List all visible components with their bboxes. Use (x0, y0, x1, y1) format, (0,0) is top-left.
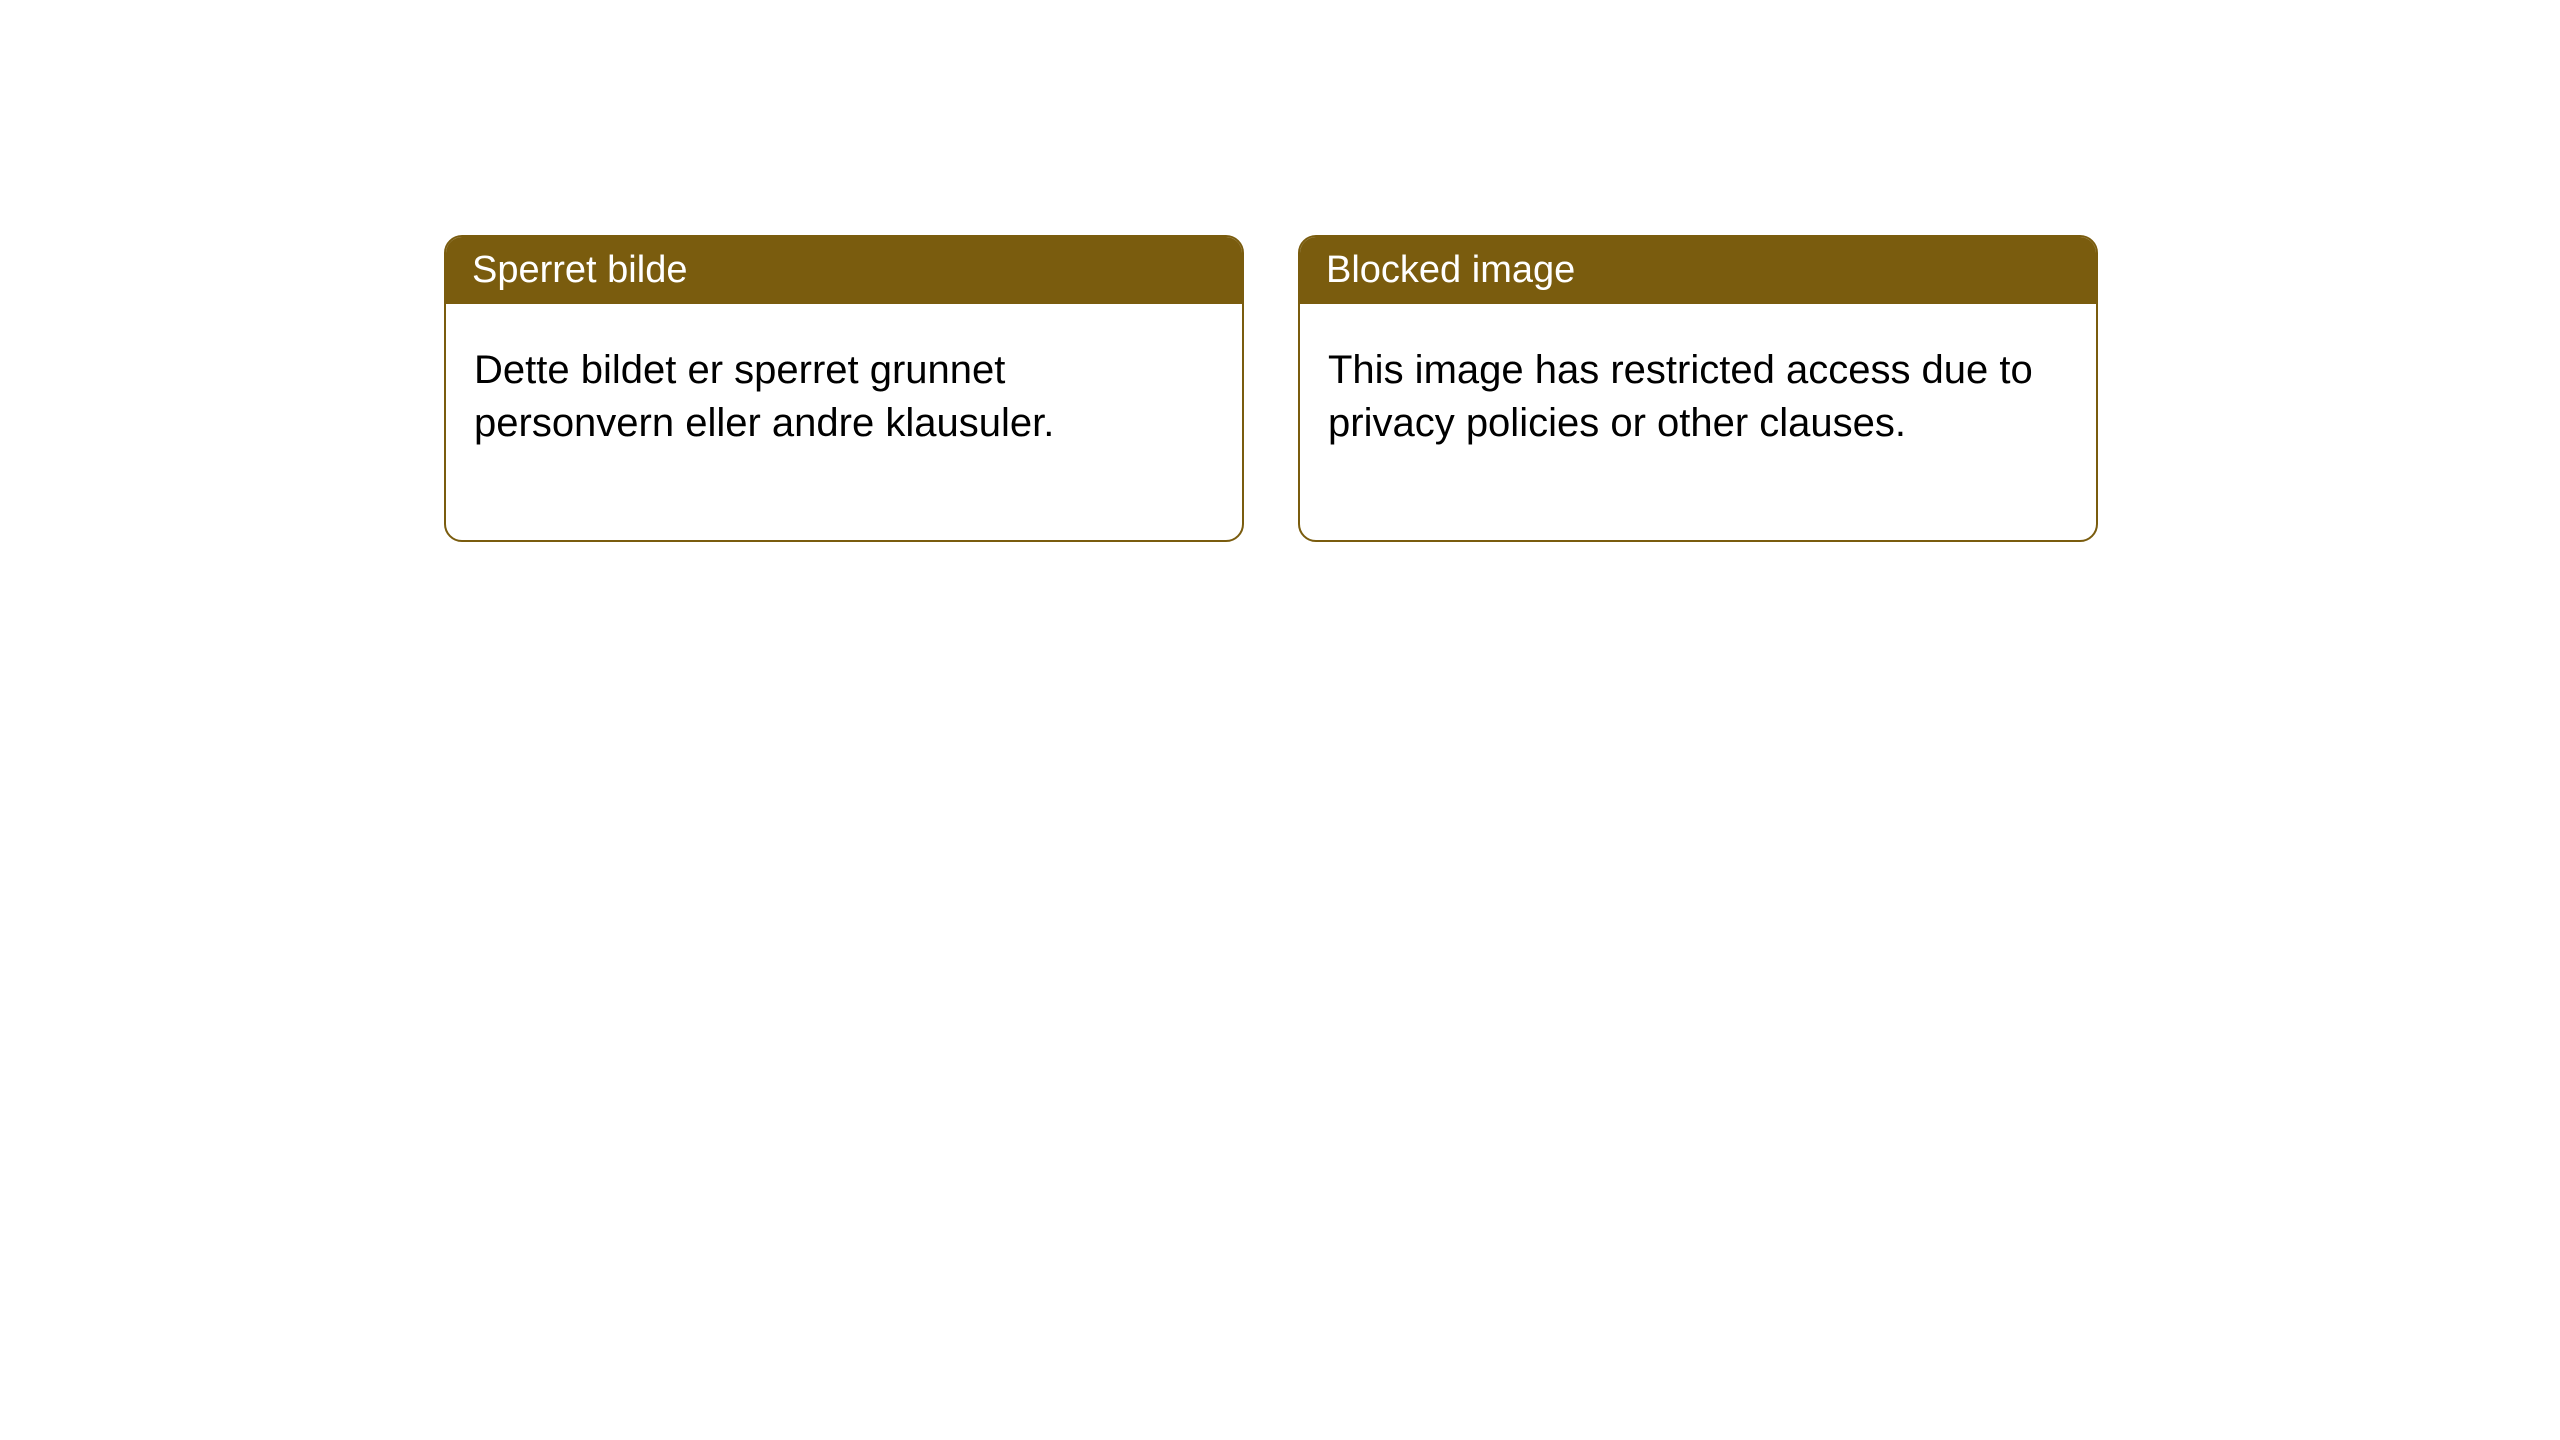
notice-container: Sperret bilde Dette bildet er sperret gr… (0, 0, 2560, 542)
notice-header-english: Blocked image (1300, 237, 2096, 304)
notice-card-norwegian: Sperret bilde Dette bildet er sperret gr… (444, 235, 1244, 542)
notice-body-english: This image has restricted access due to … (1300, 304, 2096, 540)
notice-body-norwegian: Dette bildet er sperret grunnet personve… (446, 304, 1242, 540)
notice-header-norwegian: Sperret bilde (446, 237, 1242, 304)
notice-card-english: Blocked image This image has restricted … (1298, 235, 2098, 542)
